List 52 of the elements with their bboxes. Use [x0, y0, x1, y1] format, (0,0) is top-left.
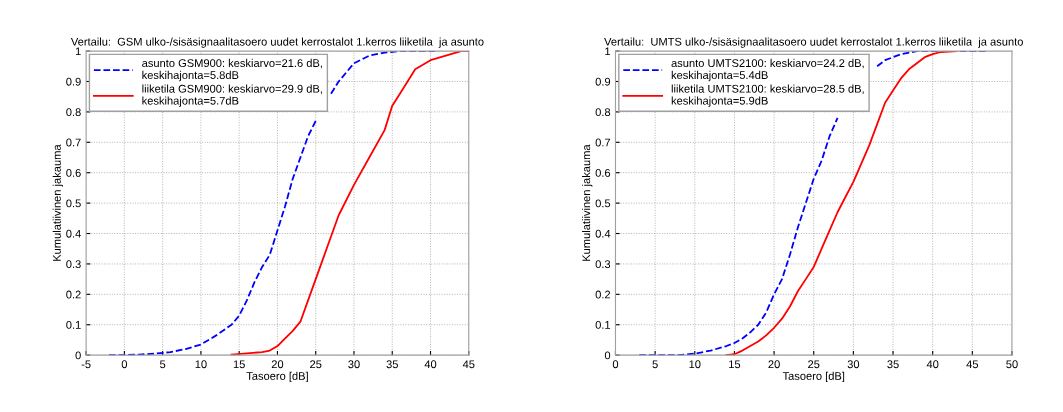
x-tick-label: 20	[271, 360, 284, 369]
y-tick-label: 0	[75, 351, 81, 360]
chart-title: Vertailu: GSM ulko-/sisäsignaalitasoero uudet kerrostalot 1.kerros liiketila ja asunto	[70, 37, 484, 48]
y-tick-label: 0.7	[595, 138, 611, 147]
x-tick-label: 40	[926, 360, 939, 369]
y-axis-title: Kumulatiivinen jakauma	[582, 144, 593, 261]
y-tick-label: 0.8	[595, 108, 611, 117]
y-tick-label: 0.5	[595, 199, 611, 208]
x-tick-label: 30	[847, 360, 860, 369]
x-tick-label: 5	[652, 360, 658, 369]
y-tick-label: 0.4	[595, 229, 611, 238]
legend-label: liiketila UMTS2100: keskiarvo=28.5 dB, keskihajonta=5.9dB	[671, 84, 864, 107]
x-tick-label: 50	[1006, 360, 1018, 369]
y-tick-label: 0.2	[66, 290, 81, 299]
y-tick-label: 0.4	[66, 229, 81, 238]
x-tick-label: 30	[348, 360, 360, 369]
x-tick-label: -5	[81, 360, 91, 369]
x-tick-label: 20	[768, 360, 780, 369]
y-tick-label: 0.9	[66, 77, 81, 86]
y-tick-label: 0.1	[595, 321, 611, 329]
x-axis-title: Tasoero [dB]	[246, 371, 308, 383]
x-tick-label: 15	[233, 360, 245, 369]
x-tick-label: 10	[195, 360, 207, 369]
x-tick-label: 40	[424, 360, 437, 369]
x-tick-label: 45	[966, 360, 979, 369]
x-tick-label: 0	[121, 360, 128, 369]
y-tick-label: 0.6	[66, 168, 81, 177]
y-tick-label: 0.7	[66, 138, 81, 147]
y-tick-label: 0.3	[595, 260, 611, 269]
x-tick-label: 10	[689, 360, 701, 369]
y-tick-label: 1	[75, 47, 81, 56]
chart-title: Vertailu: UMTS ulko-/sisäsignaalitasoero uudet kerrostalot 1.kerros liiketila ja asunto	[604, 37, 1023, 48]
x-tick-label: 25	[310, 360, 322, 369]
y-tick-label: 1	[605, 47, 611, 56]
x-tick-label: 35	[887, 360, 899, 369]
y-tick-label: 0.9	[595, 77, 611, 86]
y-tick-label: 0.6	[595, 168, 611, 177]
y-tick-label: 0.5	[66, 199, 81, 208]
legend-label: liiketila GSM900: keskiarvo=29.9 dB, keskihajonta=5.7dB	[142, 84, 322, 107]
x-tick-label: 15	[729, 360, 741, 369]
y-tick-label: 0	[604, 351, 611, 360]
x-tick-label: 45	[462, 360, 475, 369]
x-tick-label: 5	[159, 360, 166, 369]
x-tick-label: 0	[612, 360, 619, 369]
x-tick-label: 25	[808, 360, 820, 369]
x-tick-label: 35	[386, 360, 398, 369]
y-tick-label: 0.1	[66, 321, 81, 329]
y-tick-label: 0.8	[66, 108, 81, 117]
y-tick-label: 0.3	[66, 260, 81, 269]
x-axis-title: Tasoero [dB]	[782, 371, 845, 383]
y-axis-title: Kumulatiivinen jakauma	[52, 144, 64, 261]
y-tick-label: 0.2	[595, 290, 611, 299]
